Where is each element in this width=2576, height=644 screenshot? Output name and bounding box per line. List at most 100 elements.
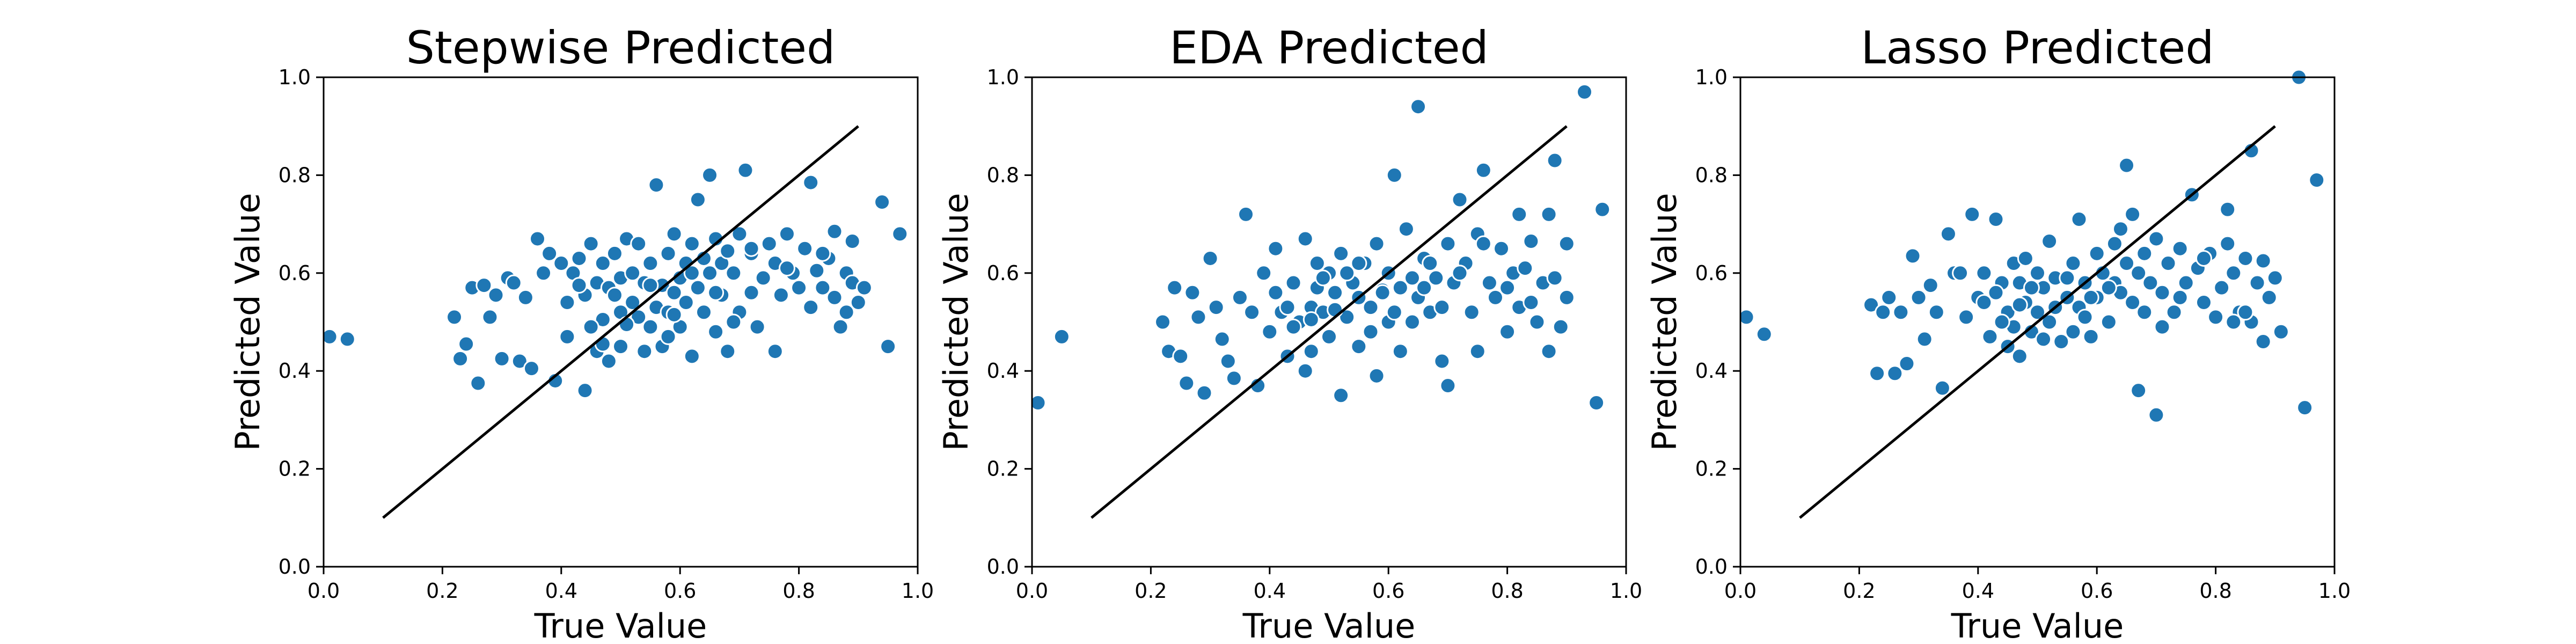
scatter-point <box>511 353 528 370</box>
scatter-point <box>1238 206 1255 223</box>
scatter-point <box>446 309 463 326</box>
scatter-point <box>2023 279 2040 296</box>
scatter-point <box>1869 365 1886 382</box>
scatter-point <box>642 277 659 294</box>
scatter-point <box>2136 304 2153 321</box>
scatter-point <box>1964 206 1981 223</box>
scatter-point <box>594 255 611 272</box>
scatter-point <box>766 343 784 360</box>
scatter-point <box>1558 235 1575 252</box>
scatter-point <box>802 299 819 316</box>
scatter-point <box>725 313 742 331</box>
scatter-point <box>2171 289 2189 306</box>
scatter-point <box>2296 399 2314 416</box>
scatter-point <box>2148 230 2165 247</box>
scatter-point <box>719 343 736 360</box>
scatter-point <box>832 318 849 335</box>
scatter-point <box>2219 201 2236 218</box>
scatter-point <box>582 318 599 335</box>
scatter-point <box>1922 277 1939 294</box>
scatter-point <box>1308 255 1326 272</box>
scatter-point <box>2237 250 2254 267</box>
y-tick-label: 0.6 <box>987 261 1019 285</box>
scatter-point <box>2154 318 2171 335</box>
x-tick-label: 0.8 <box>1491 579 1523 603</box>
scatter-point <box>2154 284 2171 301</box>
scatter-point <box>1875 304 1892 321</box>
scatter-point <box>570 277 588 294</box>
x-axis-label: True Value <box>1951 606 2124 644</box>
scatter-point <box>642 318 659 335</box>
scatter-point <box>1386 166 1403 184</box>
scatter-point <box>2053 333 2070 350</box>
scatter-point <box>1327 284 1344 301</box>
scatter-point <box>2029 265 2046 282</box>
scatter-point <box>2124 294 2141 311</box>
y-tick-label: 0.0 <box>279 555 311 579</box>
scatter-point <box>339 331 356 348</box>
scatter-point <box>1558 289 1575 306</box>
scatter-point <box>541 245 558 262</box>
scatter-point <box>2029 304 2046 321</box>
scatter-point <box>1403 313 1421 331</box>
x-tick-label: 1.0 <box>902 579 934 603</box>
scatter-point <box>1362 323 1379 340</box>
scatter-point <box>618 316 635 333</box>
reference-line <box>382 125 859 519</box>
y-tick-label: 0.4 <box>987 359 1019 383</box>
scatter-point <box>874 194 891 211</box>
scatter-point <box>772 287 789 304</box>
scatter-point <box>553 255 570 272</box>
scatter-point <box>523 360 540 377</box>
scatter-point <box>814 245 831 262</box>
scatter-point <box>1499 323 1516 340</box>
scatter-point <box>850 294 867 311</box>
x-tick-label: 0.0 <box>1016 579 1048 603</box>
y-tick-label: 0.6 <box>279 261 311 285</box>
scatter-point <box>2011 296 2028 313</box>
scatter-point <box>2041 313 2058 331</box>
scatter-point <box>689 191 706 208</box>
scatter-point <box>1374 284 1391 301</box>
scatter-point <box>2142 274 2159 291</box>
scatter-point <box>1410 98 1427 115</box>
scatter-point <box>1255 265 1272 282</box>
scatter-point <box>1439 377 1457 394</box>
scatter-points <box>1029 83 1611 411</box>
scatter-point <box>2070 210 2088 228</box>
scatter-point <box>1987 284 2004 301</box>
scatter-point <box>1433 299 1451 316</box>
scatter-point <box>677 294 694 311</box>
x-tick-label: 0.6 <box>2081 579 2113 603</box>
scatter-point <box>1302 311 1320 328</box>
scatter-point <box>1422 255 1439 272</box>
scatter-point <box>660 245 677 262</box>
scatter-point <box>1225 370 1242 387</box>
scatter-point <box>1475 235 1492 252</box>
scatter-point <box>535 265 552 282</box>
scatter-point <box>1540 343 1557 360</box>
scatter-point <box>321 328 338 345</box>
axes-frame <box>323 76 919 568</box>
scatter-point <box>1987 210 2004 228</box>
scatter-point <box>1451 265 1468 282</box>
scatter-point <box>642 255 659 272</box>
x-axis-label: True Value <box>1242 606 1416 644</box>
scatter-point <box>1243 304 1261 321</box>
scatter-point <box>791 279 808 296</box>
scatter-point <box>755 269 772 287</box>
scatter-point <box>1327 301 1344 318</box>
scatter-point <box>2255 333 2272 350</box>
scatter-point <box>808 262 825 279</box>
scatter-point <box>1469 343 1486 360</box>
scatter-panel-3: 0.0 0.2 0.4 0.6 0.8 1.0 0.0 0.2 0.4 0.6 0.8 1.0 Lass… <box>1645 21 2351 644</box>
scatter-point <box>1552 318 1569 335</box>
scatter-point <box>648 177 665 194</box>
scatter-point <box>458 335 475 353</box>
scatter-point <box>2249 274 2266 291</box>
scatter-point <box>1475 162 1492 179</box>
scatter-point <box>725 265 742 282</box>
scatter-point <box>1523 294 1540 311</box>
y-tick-label: 0.0 <box>987 555 1019 579</box>
scatter-point <box>695 304 712 321</box>
